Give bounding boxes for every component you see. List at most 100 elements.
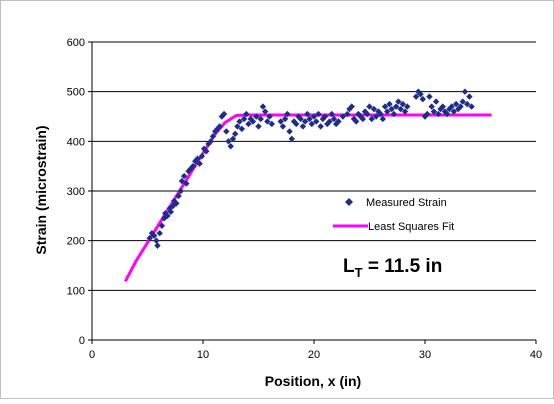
data-point bbox=[330, 115, 338, 123]
data-point bbox=[234, 123, 241, 130]
data-point bbox=[216, 123, 223, 130]
data-point bbox=[286, 128, 293, 135]
x-tick-label: 10 bbox=[197, 349, 209, 361]
data-point bbox=[223, 128, 230, 135]
grid-lines bbox=[92, 41, 536, 291]
data-point bbox=[177, 187, 184, 195]
data-point bbox=[339, 113, 347, 120]
data-point bbox=[299, 123, 307, 130]
transfer-length-annotation: LT = 11.5 in bbox=[343, 256, 442, 280]
data-point bbox=[175, 192, 182, 200]
data-point bbox=[352, 118, 360, 125]
legend-label-measured: Measured Strain bbox=[366, 197, 447, 209]
data-point bbox=[297, 115, 304, 123]
data-point bbox=[150, 232, 158, 239]
data-point bbox=[417, 90, 424, 98]
axes bbox=[88, 41, 537, 344]
data-point bbox=[348, 103, 355, 110]
data-point bbox=[326, 118, 333, 125]
y-tick-label: 500 bbox=[67, 87, 85, 99]
data-point bbox=[457, 103, 464, 110]
data-point bbox=[404, 103, 411, 110]
data-point bbox=[392, 103, 400, 110]
data-point bbox=[328, 110, 335, 118]
data-point bbox=[412, 93, 420, 100]
legend-marker-measured bbox=[345, 198, 353, 206]
data-point bbox=[264, 118, 271, 125]
data-point bbox=[370, 105, 378, 113]
data-point bbox=[304, 110, 311, 118]
annotation-subscript: T bbox=[355, 265, 363, 280]
annotation-rest: = 11.5 in bbox=[363, 256, 443, 277]
tick-labels: 0 100 200 300 400 500 600 0 10 20 30 40 bbox=[67, 37, 542, 361]
data-point bbox=[153, 237, 160, 244]
data-point bbox=[346, 105, 353, 113]
data-point bbox=[240, 115, 248, 123]
data-point bbox=[198, 153, 206, 160]
data-point bbox=[448, 103, 455, 110]
data-point bbox=[154, 242, 161, 249]
y-tick-label: 600 bbox=[67, 37, 85, 49]
data-point bbox=[301, 118, 309, 125]
data-point bbox=[432, 98, 440, 105]
data-point bbox=[229, 135, 237, 143]
data-point bbox=[238, 125, 246, 133]
data-point bbox=[388, 105, 395, 113]
data-point bbox=[293, 120, 300, 128]
annotation-main: L bbox=[343, 256, 355, 277]
data-point bbox=[178, 177, 186, 185]
data-point bbox=[379, 115, 387, 123]
data-point bbox=[321, 113, 329, 120]
data-point bbox=[203, 148, 210, 155]
data-point bbox=[180, 172, 188, 180]
data-point bbox=[377, 110, 384, 118]
data-point bbox=[381, 103, 389, 110]
data-point bbox=[288, 135, 295, 143]
data-point bbox=[384, 108, 391, 115]
data-point bbox=[146, 234, 153, 242]
data-point bbox=[249, 118, 257, 125]
data-point bbox=[426, 93, 433, 100]
data-point bbox=[444, 110, 451, 118]
data-point bbox=[399, 100, 406, 108]
data-point bbox=[368, 115, 375, 123]
data-point bbox=[313, 118, 320, 125]
data-point bbox=[317, 123, 324, 130]
x-tick-label: 40 bbox=[530, 349, 542, 361]
data-point bbox=[255, 123, 262, 130]
y-tick-label: 0 bbox=[79, 335, 85, 347]
data-point bbox=[236, 118, 243, 125]
data-point bbox=[350, 115, 358, 123]
data-point bbox=[148, 230, 156, 237]
data-point bbox=[194, 155, 201, 162]
data-point bbox=[310, 113, 318, 120]
data-point bbox=[183, 180, 190, 187]
data-point bbox=[158, 222, 166, 229]
data-point bbox=[164, 212, 171, 220]
data-point bbox=[225, 138, 232, 145]
data-point bbox=[189, 162, 197, 170]
data-point bbox=[364, 110, 371, 118]
data-point bbox=[231, 130, 239, 138]
data-point bbox=[167, 208, 175, 216]
data-point bbox=[415, 88, 422, 95]
y-tick-label: 400 bbox=[67, 136, 85, 148]
data-point bbox=[468, 103, 475, 110]
y-axis-title: Strain (microstrain) bbox=[33, 125, 49, 254]
data-point bbox=[253, 113, 260, 120]
data-point bbox=[395, 98, 402, 105]
data-point bbox=[466, 93, 473, 100]
data-point bbox=[245, 120, 252, 128]
data-point bbox=[359, 115, 367, 123]
x-tick-label: 30 bbox=[419, 349, 431, 361]
data-point bbox=[284, 110, 291, 118]
data-point bbox=[259, 103, 267, 110]
data-point bbox=[156, 230, 163, 237]
data-point bbox=[220, 110, 228, 118]
y-tick-label: 100 bbox=[67, 285, 85, 297]
data-point bbox=[452, 100, 460, 108]
data-point bbox=[390, 110, 398, 118]
data-point bbox=[419, 95, 426, 103]
y-tick-label: 200 bbox=[67, 236, 85, 248]
